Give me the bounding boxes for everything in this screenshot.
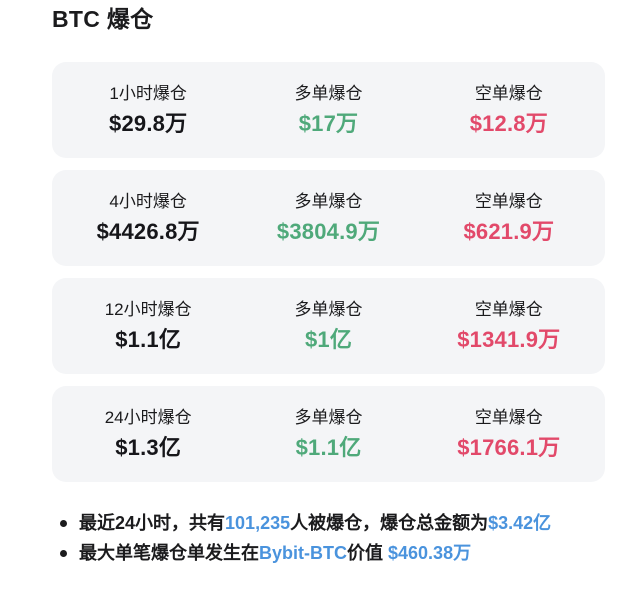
- card-cell-total: 4小时爆仓 $4426.8万: [58, 192, 238, 245]
- long-value: $1亿: [304, 326, 353, 352]
- short-label: 空单爆仓: [474, 83, 543, 103]
- note-text-part1: 最大单笔爆仓单发生在: [79, 543, 259, 563]
- card-cell-total: 1小时爆仓 $29.8万: [58, 84, 238, 137]
- note-highlight-count: 101,235: [225, 513, 291, 533]
- summary-notes: 最近24小时，共有101,235人被爆仓，爆仓总金额为$3.42亿 最大单笔爆仓…: [58, 508, 617, 568]
- short-value: $1766.1万: [457, 434, 561, 460]
- short-value: $621.9万: [463, 218, 555, 244]
- summary-note-24h: 最近24小时，共有101,235人被爆仓，爆仓总金额为$3.42亿: [58, 508, 617, 538]
- card-cell-short: 空单爆仓 $1341.9万: [419, 300, 599, 353]
- total-value: $4426.8万: [96, 218, 200, 244]
- period-label: 24小时爆仓: [104, 407, 192, 427]
- long-label: 多单爆仓: [294, 407, 363, 427]
- total-value: $1.1亿: [115, 326, 182, 352]
- card-cell-total: 24小时爆仓 $1.3亿: [58, 408, 238, 461]
- note-text-part2: 人被爆仓，爆仓总金额为: [290, 513, 489, 533]
- long-value: $17万: [298, 110, 359, 136]
- short-value: $1341.9万: [457, 326, 561, 352]
- liquidation-card-1h[interactable]: 1小时爆仓 $29.8万 多单爆仓 $17万 空单爆仓 $12.8万: [52, 62, 605, 158]
- card-cell-short: 空单爆仓 $621.9万: [419, 192, 599, 245]
- long-value: $1.1亿: [295, 434, 362, 460]
- total-value: $1.3亿: [115, 434, 182, 460]
- period-label: 1小时爆仓: [109, 83, 187, 103]
- period-label: 4小时爆仓: [109, 191, 187, 211]
- short-value: $12.8万: [469, 110, 548, 136]
- card-cell-short: 空单爆仓 $1766.1万: [419, 408, 599, 461]
- long-label: 多单爆仓: [294, 299, 363, 319]
- liquidation-card-24h[interactable]: 24小时爆仓 $1.3亿 多单爆仓 $1.1亿 空单爆仓 $1766.1万: [52, 386, 605, 482]
- liquidation-cards: 1小时爆仓 $29.8万 多单爆仓 $17万 空单爆仓 $12.8万 4小时爆仓…: [52, 62, 605, 482]
- card-cell-short: 空单爆仓 $12.8万: [419, 84, 599, 137]
- short-label: 空单爆仓: [474, 191, 543, 211]
- card-cell-long: 多单爆仓 $17万: [238, 84, 418, 137]
- liquidation-card-4h[interactable]: 4小时爆仓 $4426.8万 多单爆仓 $3804.9万 空单爆仓 $621.9…: [52, 170, 605, 266]
- card-cell-long: 多单爆仓 $3804.9万: [238, 192, 418, 245]
- total-value: $29.8万: [109, 110, 188, 136]
- summary-note-largest: 最大单笔爆仓单发生在Bybit-BTC价值 $460.38万: [58, 538, 617, 568]
- page-title: BTC 爆仓: [52, 6, 154, 32]
- long-label: 多单爆仓: [294, 191, 363, 211]
- note-text-part2: 价值: [347, 543, 383, 563]
- liquidation-panel: BTC 爆仓 1小时爆仓 $29.8万 多单爆仓 $17万 空单爆仓 $12.8…: [0, 4, 617, 606]
- liquidation-card-12h[interactable]: 12小时爆仓 $1.1亿 多单爆仓 $1亿 空单爆仓 $1341.9万: [52, 278, 605, 374]
- note-highlight-exchange: Bybit-BTC: [259, 543, 347, 563]
- card-cell-long: 多单爆仓 $1.1亿: [238, 408, 418, 461]
- note-highlight-amount: $3.42亿: [488, 513, 552, 533]
- card-cell-total: 12小时爆仓 $1.1亿: [58, 300, 238, 353]
- period-label: 12小时爆仓: [104, 299, 192, 319]
- note-highlight-amount: $460.38万: [388, 543, 472, 563]
- note-text-part1: 最近24小时，共有: [79, 513, 226, 533]
- long-value: $3804.9万: [276, 218, 381, 244]
- short-label: 空单爆仓: [474, 299, 543, 319]
- card-cell-long: 多单爆仓 $1亿: [238, 300, 418, 353]
- long-label: 多单爆仓: [294, 83, 363, 103]
- short-label: 空单爆仓: [474, 407, 543, 427]
